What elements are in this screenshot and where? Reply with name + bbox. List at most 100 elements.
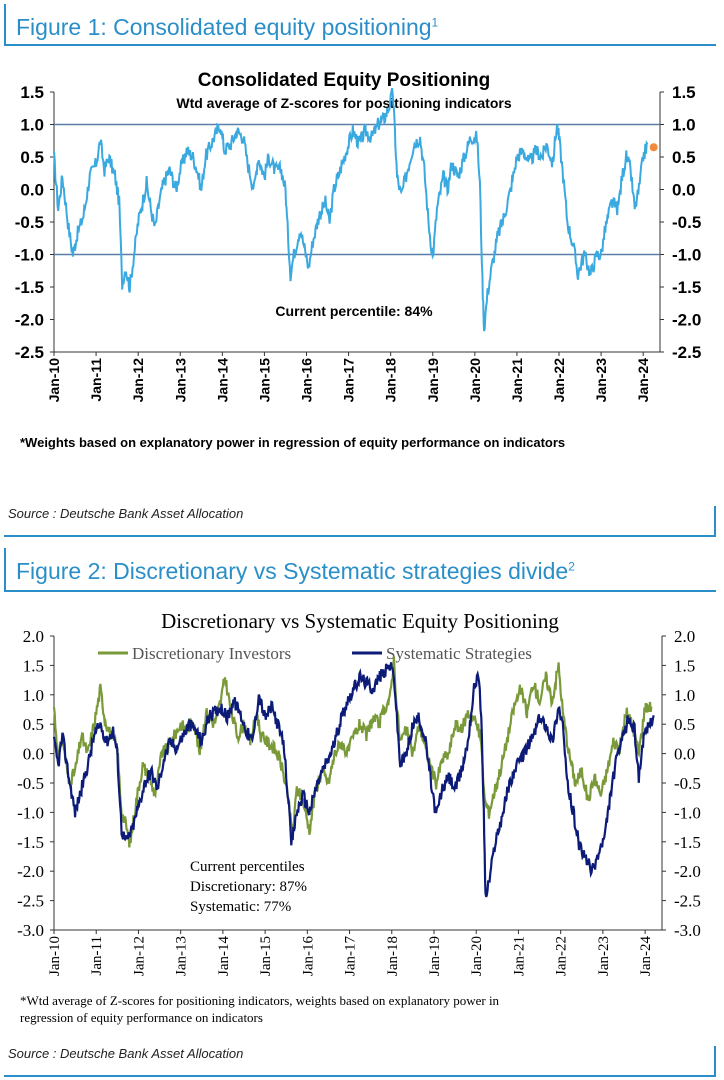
- chart2-ytick-left: -1.5: [17, 833, 44, 852]
- figure1-source: Source : Deutsche Bank Asset Allocation: [8, 506, 244, 521]
- figure1-left-rule: [4, 4, 6, 46]
- figure1-header-text: Figure 1: Consolidated equity positionin…: [16, 14, 432, 40]
- chart1-xtick: Jan-10: [46, 358, 62, 403]
- chart2-ytick-left: 1.5: [23, 656, 44, 675]
- figure2-bottom-rule: [4, 1075, 716, 1077]
- chart2-ytick-right: 2.0: [674, 627, 695, 646]
- chart1-xtick: Jan-18: [383, 358, 399, 403]
- figure1-header-sup: 1: [431, 15, 439, 30]
- chart1-xtick: Jan-21: [509, 358, 525, 403]
- chart1-ytick-left: -1.0: [15, 246, 44, 265]
- chart1-annotation: Current percentile: 84%: [275, 303, 433, 319]
- chart2-ytick-right: 1.5: [674, 656, 695, 675]
- chart2-series-line-systematic: [52, 662, 655, 898]
- chart1-ytick-right: -1.0: [672, 246, 701, 265]
- chart2-annotation-line1: Current percentiles: [190, 859, 305, 875]
- chart2-xtick: Jan-15: [258, 936, 274, 976]
- chart2-legend: Discretionary Investors Systematic Strat…: [98, 644, 532, 663]
- chart2-series-line-discretionary: [52, 656, 653, 848]
- legend-label-systematic: Systematic Strategies: [386, 644, 532, 663]
- chart2-xtick: Jan-24: [638, 936, 654, 976]
- chart2-ytick-right: -1.0: [674, 803, 701, 822]
- chart2-ytick-left: 2.0: [23, 627, 44, 646]
- chart1-xtick: Jan-24: [635, 358, 651, 403]
- chart2-footnote-line1: *Wtd average of Z-scores for positioning…: [20, 993, 500, 1008]
- chart1-ytick-right: -2.5: [672, 343, 701, 362]
- chart1-ytick-left: 1.5: [20, 83, 44, 102]
- chart1-latest-marker: [649, 143, 658, 152]
- chart1-subtitle: Wtd average of Z-scores for positioning …: [176, 95, 511, 111]
- chart1-series-line: [53, 88, 649, 332]
- chart2-annotation: Current percentiles Discretionary: 87% S…: [190, 859, 307, 915]
- figure2-header-sup: 2: [568, 559, 575, 574]
- figure2-source: Source : Deutsche Bank Asset Allocation: [8, 1046, 244, 1061]
- chart2-xtick: Jan-16: [300, 936, 316, 976]
- chart1-ytick-right: -2.0: [672, 311, 701, 330]
- chart1-ytick-left: 0.0: [20, 181, 44, 200]
- chart-discretionary-vs-systematic: Discretionary vs Systematic Equity Posit…: [17, 609, 701, 1025]
- figure2-top-rule: [4, 590, 716, 592]
- chart2-xtick: Jan-14: [216, 936, 232, 976]
- chart2-xtick: Jan-11: [89, 936, 105, 975]
- chart1-xtick: Jan-20: [467, 358, 483, 403]
- chart1-title: Consolidated Equity Positioning: [198, 70, 490, 91]
- chart1-ytick-left: -2.0: [15, 311, 44, 330]
- chart2-xtick: Jan-20: [469, 936, 485, 976]
- chart1-ytick-left: -2.5: [15, 343, 44, 362]
- chart1-ytick-right: 1.5: [672, 83, 696, 102]
- figure2-header-text: Figure 2: Discretionary vs Systematic st…: [16, 558, 569, 584]
- figure2-header: Figure 2: Discretionary vs Systematic st…: [16, 558, 575, 585]
- chart-consolidated-equity-positioning: Consolidated Equity Positioning Wtd aver…: [15, 70, 702, 450]
- chart2-xtick: Jan-23: [596, 936, 612, 976]
- chart2-ytick-left: -2.5: [17, 892, 44, 911]
- chart2-ytick-left: 0.0: [23, 745, 44, 764]
- chart2-annotation-line2: Discretionary: 87%: [190, 879, 307, 895]
- chart2-xtick: Jan-12: [131, 936, 147, 976]
- chart2-xtick: Jan-10: [47, 936, 63, 976]
- chart2-ytick-right: -2.0: [674, 862, 701, 881]
- chart1-xtick: Jan-23: [593, 358, 609, 403]
- chart1-xtick: Jan-17: [341, 358, 357, 403]
- chart1-xtick: Jan-14: [214, 358, 230, 403]
- chart1-xtick: Jan-22: [551, 358, 567, 403]
- chart2-xtick: Jan-17: [343, 936, 359, 976]
- chart2-xtick: Jan-13: [174, 936, 190, 976]
- chart2-ytick-left: -3.0: [17, 921, 44, 940]
- chart2-ytick-left: -1.0: [17, 803, 44, 822]
- chart2-ytick-right: -1.5: [674, 833, 701, 852]
- chart1-ytick-left: 1.0: [20, 116, 44, 135]
- chart1-footnote: *Weights based on explanatory power in r…: [20, 435, 565, 450]
- chart1-ytick-left: 0.5: [20, 148, 44, 167]
- chart2-xtick: Jan-21: [511, 936, 527, 976]
- chart2-footnote-line2: regression of equity performance on indi…: [20, 1010, 263, 1025]
- figure1-top-rule: [4, 44, 716, 46]
- figure1-header: Figure 1: Consolidated equity positionin…: [16, 14, 438, 41]
- chart1-ytick-right: 0.0: [672, 181, 696, 200]
- chart2-ytick-right: -2.5: [674, 892, 701, 911]
- legend-label-discretionary: Discretionary Investors: [132, 644, 291, 663]
- chart1-ytick-left: -1.5: [15, 278, 44, 297]
- chart2-ytick-left: 1.0: [23, 686, 44, 705]
- chart1-ytick-right: -1.5: [672, 278, 701, 297]
- chart2-ytick-right: -3.0: [674, 921, 701, 940]
- figure1-bottom-rule: [4, 535, 716, 537]
- figure2-right-rule: [714, 1046, 716, 1076]
- figure2-left-rule: [4, 548, 6, 592]
- chart2-xtick: Jan-18: [385, 936, 401, 976]
- chart2-ytick-left: 0.5: [23, 715, 44, 734]
- chart1-ytick-right: 1.0: [672, 116, 696, 135]
- chart2-annotation-line3: Systematic: 77%: [190, 899, 291, 915]
- chart1-ytick-left: -0.5: [15, 213, 44, 232]
- chart2-ytick-right: -0.5: [674, 774, 701, 793]
- chart1-xtick: Jan-13: [172, 358, 188, 403]
- chart2-title: Discretionary vs Systematic Equity Posit…: [161, 609, 559, 633]
- chart1-ytick-right: -0.5: [672, 213, 701, 232]
- chart1-xtick: Jan-16: [299, 358, 315, 403]
- chart1-xtick: Jan-12: [130, 358, 146, 403]
- chart2-ytick-left: -2.0: [17, 862, 44, 881]
- chart1-xtick: Jan-11: [88, 358, 104, 402]
- chart2-ytick-right: 1.0: [674, 686, 695, 705]
- chart2-xtick: Jan-19: [427, 936, 443, 976]
- chart1-xtick: Jan-19: [425, 358, 441, 403]
- figure1-right-rule: [714, 506, 716, 536]
